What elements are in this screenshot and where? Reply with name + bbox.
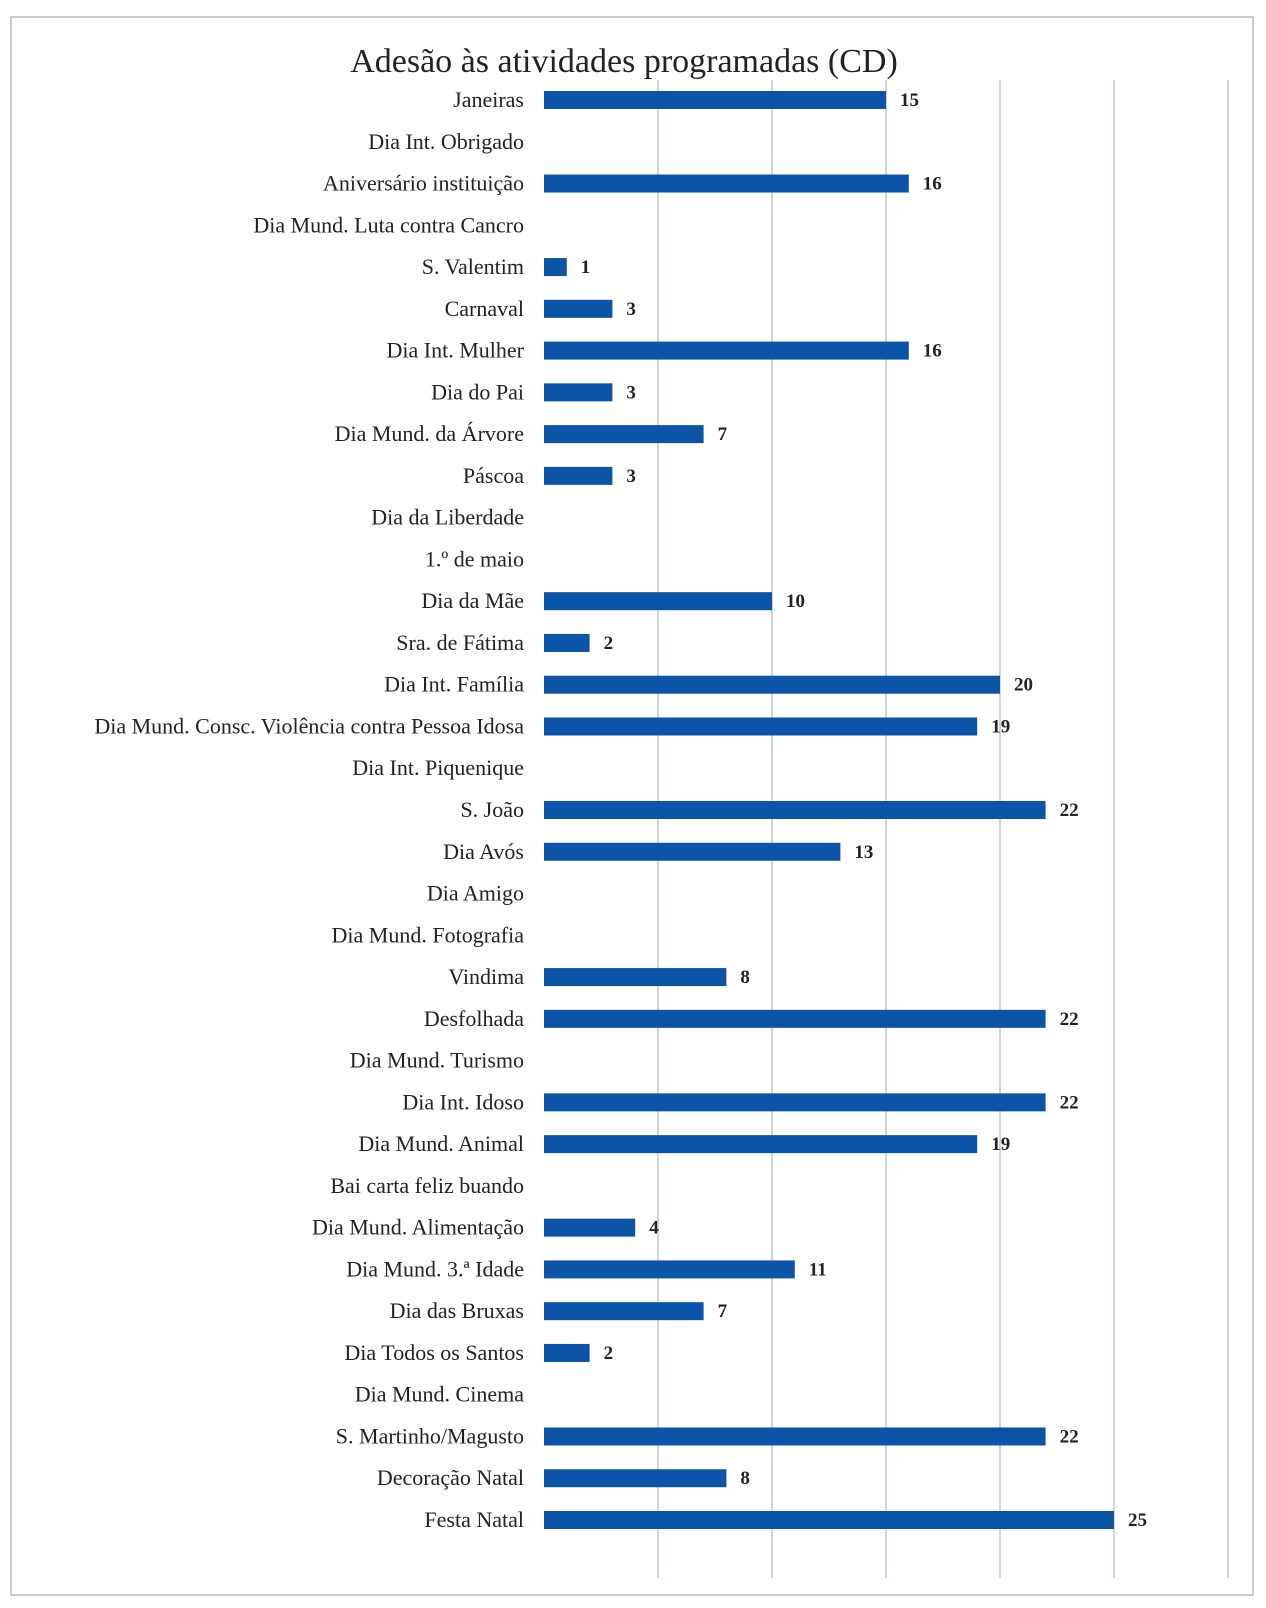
- data-label: 10: [786, 591, 805, 612]
- bar: [544, 1427, 1046, 1446]
- category-label: Dia Int. Obrigado: [368, 129, 524, 154]
- category-label: S. Martinho/Magusto: [336, 1423, 524, 1448]
- data-label: 20: [1014, 675, 1033, 696]
- bar: [544, 383, 613, 402]
- bar: [544, 633, 590, 652]
- bar: [544, 1093, 1046, 1112]
- data-label: 15: [900, 90, 919, 111]
- category-label: Dia Mund. Turismo: [350, 1048, 524, 1073]
- data-label: 3: [626, 466, 636, 487]
- bar: [544, 675, 1000, 694]
- category-label: Dia Mund. 3.ª Idade: [346, 1256, 524, 1281]
- category-label: Dia Int. Mulher: [387, 338, 525, 363]
- bar: [544, 717, 978, 736]
- bar: [544, 1469, 727, 1488]
- data-label: 11: [809, 1259, 827, 1280]
- data-label: 13: [854, 842, 873, 863]
- bars: [544, 91, 1114, 1529]
- chart-title: Adesão às atividades programadas (CD): [350, 43, 898, 80]
- bar: [544, 1343, 590, 1362]
- bar: [544, 801, 1046, 819]
- bar: [544, 466, 613, 485]
- category-label: Dia da Liberdade: [371, 505, 524, 530]
- category-label: Aniversário instituição: [323, 171, 524, 196]
- data-label: 3: [626, 299, 636, 320]
- category-label: Dia Avós: [443, 839, 524, 864]
- data-label: 25: [1128, 1510, 1147, 1531]
- category-label: Dia Mund. Luta contra Cancro: [253, 212, 524, 237]
- category-label: Dia das Bruxas: [390, 1298, 524, 1323]
- category-label: S. João: [460, 797, 524, 822]
- data-label: 19: [991, 1134, 1010, 1155]
- chart-frame: Adesão às atividades programadas (CD) Ja…: [10, 16, 1254, 1596]
- category-label: Dia Mund. Animal: [358, 1131, 524, 1156]
- bar: [544, 842, 841, 861]
- data-label: 22: [1060, 1426, 1079, 1447]
- bar: [544, 1218, 636, 1237]
- bar: [544, 1511, 1114, 1529]
- category-label: Festa Natal: [424, 1507, 524, 1532]
- category-label: Páscoa: [463, 463, 524, 488]
- category-label: Dia Mund. Alimentação: [312, 1215, 524, 1240]
- category-label: Decoração Natal: [377, 1465, 524, 1490]
- category-labels: Janeiras Dia Int. Obrigado Aniversário ins…: [94, 87, 524, 1532]
- category-label: S. Valentim: [422, 254, 524, 279]
- data-label: 22: [1060, 1092, 1079, 1113]
- bar: [544, 91, 886, 109]
- data-label: 2: [604, 633, 614, 654]
- data-label: 2: [604, 1343, 614, 1364]
- category-label: Bai carta feliz buando: [330, 1173, 524, 1198]
- data-label: 19: [991, 716, 1010, 737]
- data-label: 7: [718, 1301, 728, 1322]
- category-label: Vindima: [448, 964, 524, 989]
- data-label: 7: [718, 424, 728, 445]
- bar: [544, 1135, 978, 1154]
- bar: [544, 341, 909, 360]
- category-label: Dia Int. Idoso: [402, 1089, 524, 1114]
- bar: [544, 425, 704, 444]
- category-label: 1.º de maio: [425, 546, 524, 571]
- data-label: 16: [923, 341, 942, 362]
- data-label: 4: [649, 1218, 659, 1239]
- data-label: 22: [1060, 1009, 1079, 1030]
- bar: [544, 1302, 704, 1321]
- category-label: Dia Amigo: [427, 881, 524, 906]
- category-label: Dia Mund. Fotografia: [332, 922, 525, 947]
- bar: [544, 592, 772, 611]
- category-label: Dia da Mãe: [421, 588, 524, 613]
- bar-chart: Adesão às atividades programadas (CD) Ja…: [94, 43, 1229, 1578]
- category-label: Carnaval: [445, 296, 524, 321]
- category-label: Desfolhada: [424, 1006, 524, 1031]
- gridlines: [657, 80, 1229, 1578]
- category-label: Dia do Pai: [431, 379, 524, 404]
- category-label: Dia Mund. Cinema: [355, 1382, 524, 1407]
- category-label: Dia Todos os Santos: [344, 1340, 524, 1365]
- category-label: Dia Int. Piquenique: [352, 755, 524, 780]
- data-label: 1: [581, 257, 591, 278]
- bar: [544, 1009, 1046, 1028]
- data-label: 8: [740, 1468, 750, 1489]
- category-label: Dia Int. Família: [384, 672, 524, 697]
- bar: [544, 299, 613, 318]
- bar: [544, 258, 567, 277]
- bar: [544, 1260, 795, 1279]
- data-label: 3: [626, 382, 636, 403]
- data-label: 16: [923, 174, 942, 195]
- data-label: 8: [740, 967, 750, 988]
- bar: [544, 174, 909, 193]
- category-label: Janeiras: [453, 87, 524, 112]
- bar: [544, 968, 727, 987]
- data-label: 22: [1060, 800, 1079, 821]
- category-label: Dia Mund. da Árvore: [335, 421, 524, 446]
- category-label: Sra. de Fátima: [396, 630, 524, 655]
- category-label: Dia Mund. Consc. Violência contra Pessoa…: [94, 713, 524, 738]
